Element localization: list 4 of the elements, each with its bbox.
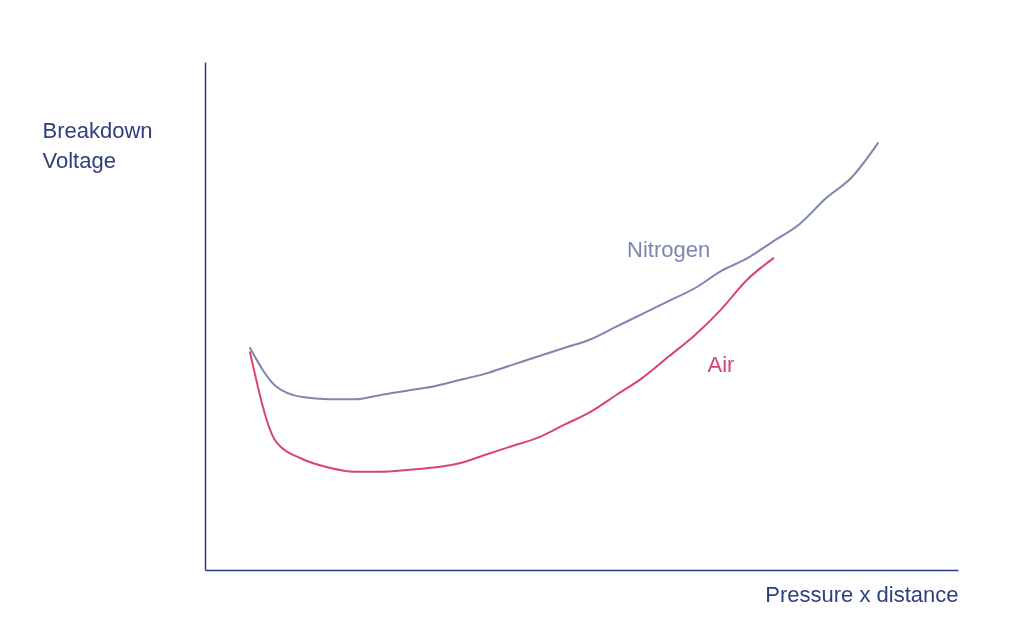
- x-axis-title: Pressure x distance: [765, 581, 959, 607]
- y-axis-title: Breakdown Voltage: [42, 117, 153, 173]
- series-label: Air: [707, 352, 735, 378]
- series-label: Nitrogen: [627, 236, 711, 262]
